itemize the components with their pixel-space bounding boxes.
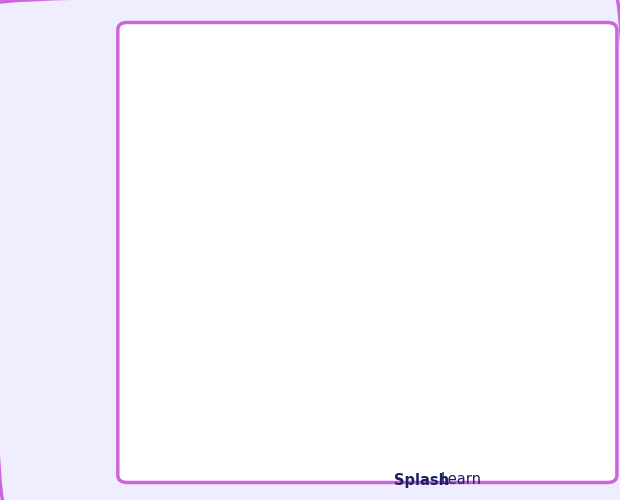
- Text: 0: 0: [367, 263, 376, 277]
- Text: −3: −3: [338, 344, 358, 357]
- Text: −1: −1: [317, 263, 338, 277]
- Text: y-axis: y-axis: [372, 58, 423, 73]
- Text: (+,+): (+,+): [443, 160, 488, 175]
- Text: x-axis: x-axis: [534, 228, 585, 244]
- Text: Learn: Learn: [441, 472, 482, 488]
- Text: (+,−): (+,−): [443, 356, 488, 371]
- Text: Splash: Splash: [394, 472, 449, 488]
- Text: 5: 5: [350, 82, 358, 96]
- Text: 3: 3: [350, 148, 358, 162]
- Text: 1: 1: [350, 213, 358, 227]
- Text: 2: 2: [432, 263, 441, 277]
- Text: 4: 4: [350, 115, 358, 129]
- Text: 1: 1: [396, 263, 404, 277]
- Text: (−,−): (−,−): [239, 356, 285, 371]
- Text: Quadrant IV: Quadrant IV: [414, 330, 517, 345]
- Text: −5: −5: [338, 409, 358, 423]
- Text: −4: −4: [208, 263, 229, 277]
- Text: 3: 3: [468, 263, 477, 277]
- Text: −2: −2: [281, 263, 301, 277]
- Text: Quadrant III: Quadrant III: [210, 330, 314, 345]
- Text: −2: −2: [338, 311, 358, 325]
- Text: 2: 2: [350, 180, 358, 194]
- Text: −4: −4: [338, 376, 358, 390]
- Text: (−,+): (−,+): [239, 160, 285, 175]
- Text: Quadrant I: Quadrant I: [420, 134, 511, 149]
- Text: −1: −1: [338, 278, 358, 292]
- Text: −5: −5: [172, 263, 192, 277]
- Text: 5: 5: [541, 263, 550, 277]
- Text: Quadrant II: Quadrant II: [213, 134, 311, 149]
- Text: −3: −3: [244, 263, 265, 277]
- Text: 4: 4: [505, 263, 513, 277]
